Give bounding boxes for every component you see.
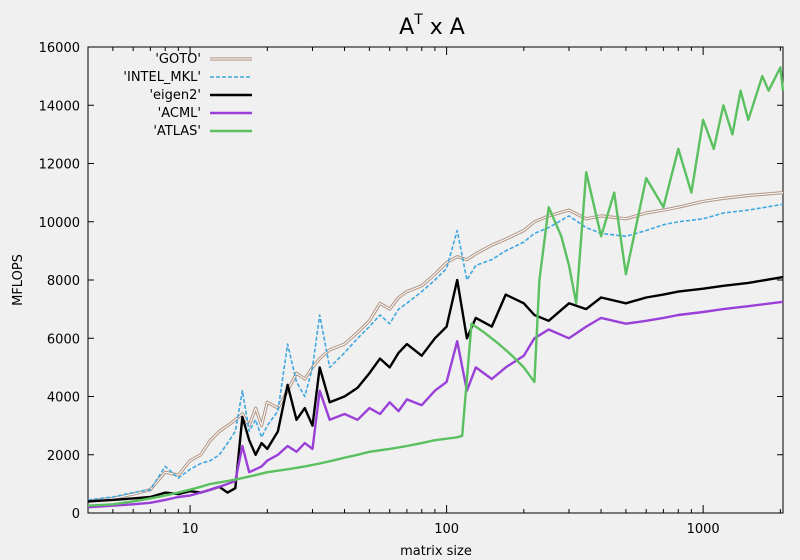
series-line-atlas	[87, 66, 785, 507]
series-line-acml	[87, 300, 784, 509]
y-tick-label: 8000	[47, 274, 80, 289]
series-line-intel-mkl	[87, 203, 784, 501]
ticks-layer: 0 2000 4000 6000 8000 10000 12000 14000 16000 10 1…	[39, 41, 783, 537]
y-tick-label: 10000	[39, 216, 80, 231]
x-tick-label: 10	[182, 522, 199, 537]
series-layer	[87, 66, 785, 509]
x-tick-label: 1000	[687, 522, 720, 537]
chart-title: AT x A	[399, 12, 465, 40]
legend-label: 'INTEL_MKL'	[123, 70, 201, 85]
y-axis-label: MFLOPS	[11, 254, 26, 306]
y-tick-label: 2000	[47, 449, 80, 464]
y-tick-label: 0	[72, 507, 80, 522]
chart-title-superscript: T	[413, 12, 423, 28]
legend-label: 'ACML'	[158, 106, 201, 121]
chart-title-rest: x A	[423, 15, 465, 40]
chart-title-base: A	[399, 15, 414, 40]
y-tick-label: 12000	[39, 158, 80, 173]
series-line-goto-inner	[87, 192, 784, 502]
y-tick-label: 4000	[47, 391, 80, 406]
series-line-goto	[87, 191, 784, 503]
legend-label: 'ATLAS'	[153, 124, 201, 139]
legend: 'GOTO' 'INTEL_MKL' 'eigen2' 'ACML' 'ATLAS'	[123, 52, 252, 139]
x-axis-label: matrix size	[400, 544, 472, 559]
y-tick-label: 16000	[39, 41, 80, 56]
legend-label: 'GOTO'	[155, 52, 201, 67]
legend-label: 'eigen2'	[149, 88, 201, 103]
x-tick-label: 100	[434, 522, 459, 537]
y-tick-label: 14000	[39, 99, 80, 114]
y-tick-label: 6000	[47, 332, 80, 347]
